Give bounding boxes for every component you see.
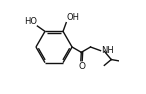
Text: OH: OH [67,13,80,22]
Text: HO: HO [24,17,37,26]
Text: O: O [78,62,85,71]
Text: NH: NH [101,46,114,55]
